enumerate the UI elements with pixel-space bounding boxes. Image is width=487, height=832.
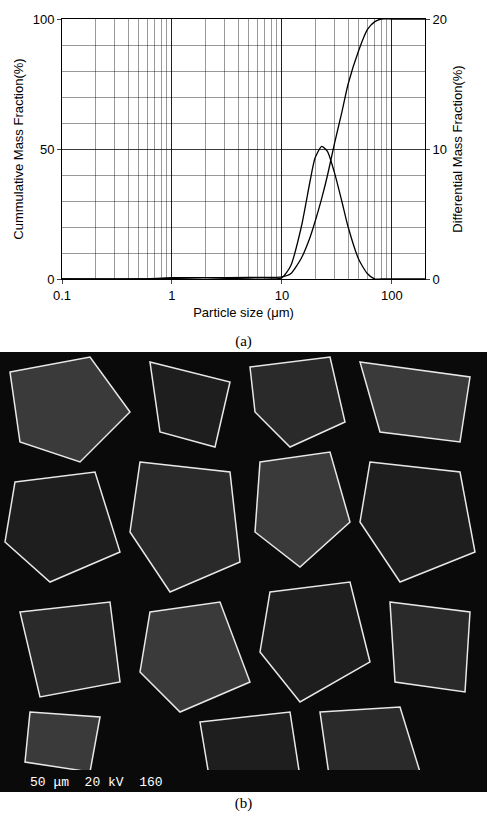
svg-text:Particle size (μm): Particle size (μm)	[193, 305, 294, 320]
svg-text:10: 10	[433, 142, 447, 157]
html-text:(b): (b)	[234, 795, 253, 811]
svg-text:50 μm 20 kV 160: 50 μm 20 kV 160	[30, 775, 163, 790]
svg-text:1: 1	[168, 288, 175, 303]
svg-text:20: 20	[433, 12, 447, 27]
svg-text:Cummulative Mass Fraction(%): Cummulative Mass Fraction(%)	[11, 58, 26, 239]
svg-text:50: 50	[40, 142, 54, 157]
svg-text:100: 100	[381, 288, 403, 303]
svg-text:0: 0	[433, 272, 440, 287]
html-text:(a): (a)	[235, 333, 252, 349]
svg-text:0: 0	[47, 272, 54, 287]
svg-text:Differential Mass Fraction(%): Differential Mass Fraction(%)	[450, 65, 465, 232]
svg-text:100: 100	[33, 12, 55, 27]
svg-text:0.1: 0.1	[53, 288, 71, 303]
svg-text:10: 10	[275, 288, 289, 303]
